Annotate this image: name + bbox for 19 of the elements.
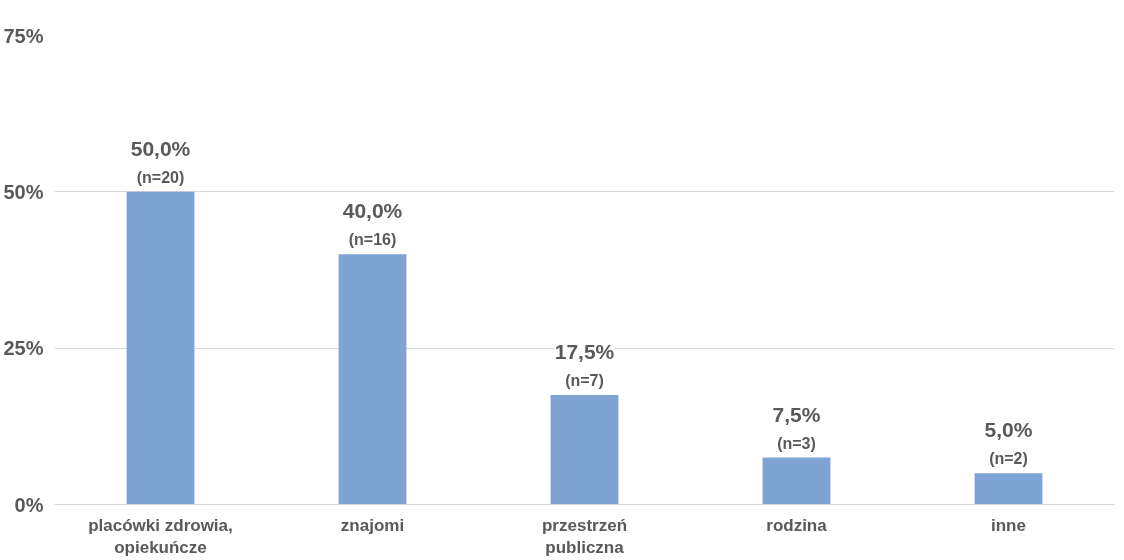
bar	[550, 395, 619, 505]
text: 5,0% (n=2)	[984, 418, 1033, 468]
text: 17,5% (n=7)	[554, 340, 615, 390]
text: 50,0% (n=20)	[130, 136, 191, 186]
y-tick-label: 50%	[3, 180, 44, 203]
x-tick-label: rodzina	[766, 515, 828, 535]
x-tick-label: inne	[991, 515, 1026, 535]
bar	[126, 191, 195, 505]
y-tick-label: 75%	[3, 24, 44, 47]
x-tick-label: znajomi	[340, 515, 405, 535]
bar	[762, 457, 831, 505]
bar	[974, 473, 1043, 505]
bar	[338, 254, 407, 505]
text: 40,0% (n=16)	[342, 199, 403, 249]
text: 7,5% (n=3)	[772, 402, 821, 452]
x-tick-label: przestrzeń publiczna	[541, 515, 628, 558]
y-tick-label: 25%	[3, 337, 44, 360]
y-tick-label: 0%	[14, 493, 44, 516]
x-tick-label: placówki zdrowia, opiekuńcze	[88, 515, 233, 558]
